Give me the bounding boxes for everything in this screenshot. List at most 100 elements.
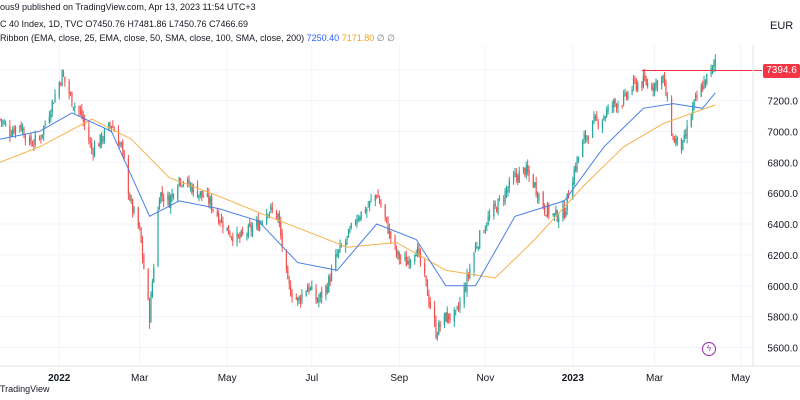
price-axis[interactable]: 5600.0 5800.0 6000.0 6200.0 6400.0 6600.0 6800… (767, 66, 798, 355)
candle-body (287, 266, 289, 280)
candle-body (288, 280, 290, 284)
candle-body (261, 222, 264, 224)
candle-body (385, 217, 388, 220)
candle-body (407, 260, 409, 265)
candle-body (563, 205, 565, 219)
time-axis[interactable]: 2022 Mar May Jul Sep Nov 2023 Mar May (48, 373, 750, 384)
candle-body (122, 141, 124, 150)
currency-label[interactable]: EUR (770, 20, 794, 32)
candle-body (127, 158, 129, 194)
candle-body (91, 143, 93, 150)
candle-body (301, 293, 303, 302)
candle-body (661, 76, 663, 87)
candle-body (424, 263, 426, 274)
candle-body (711, 65, 714, 70)
candle-body (388, 229, 391, 234)
candle-body (103, 130, 106, 142)
candle-body (167, 194, 169, 200)
candle-body (486, 225, 488, 227)
candle-body (553, 213, 556, 216)
ribbon-label[interactable]: Ribbon (EMA, close, 25, EMA, close, 50, … (0, 33, 305, 43)
candle-body (50, 113, 52, 119)
ribbon-value-sma100: ∅ (376, 33, 385, 43)
time-tick-label: Jul (305, 373, 318, 384)
candle-body (51, 100, 53, 113)
candle-body (209, 197, 211, 205)
candle-body (306, 287, 309, 292)
candle-body (464, 287, 467, 291)
symbol-name[interactable]: C 40 Index, 1D, TVC (0, 19, 83, 29)
candle-body (308, 285, 310, 292)
candle-body (376, 195, 378, 197)
candle-body (575, 166, 577, 170)
ohlc-values: O7450.76 H7481.86 L7450.76 C7466.69 (85, 19, 249, 29)
candle-body (21, 128, 24, 131)
candle-body (484, 228, 486, 231)
candle-body (191, 184, 193, 194)
candle-body (9, 125, 11, 136)
candle-body (168, 195, 170, 208)
ribbon-legend: Ribbon (EMA, close, 25, EMA, close, 50, … (0, 33, 395, 44)
time-tick-label: Mar (131, 373, 149, 384)
candle-body (98, 144, 100, 147)
candle-body (309, 287, 311, 291)
candle-body (702, 86, 704, 90)
candle-body (58, 82, 60, 97)
time-tick-label: Sep (390, 373, 408, 384)
candle-body (181, 185, 183, 187)
publish-info: ous9 published on TradingView.com, Apr 1… (0, 2, 256, 12)
time-tick-label: 2023 (562, 373, 585, 384)
candle-body (455, 309, 457, 311)
time-tick-label: 2022 (48, 373, 71, 384)
candle-body (377, 195, 379, 198)
candle-body (19, 125, 21, 128)
candle-body (0, 119, 3, 122)
candle-body (305, 290, 307, 296)
candle-body (584, 132, 587, 139)
candle-body (208, 193, 210, 204)
candle-body (172, 194, 175, 198)
candle-body (493, 204, 495, 217)
candle-body (398, 252, 400, 260)
candle-body (219, 221, 221, 223)
candle-body (61, 70, 63, 87)
candle-body (123, 150, 125, 160)
candle-body (196, 185, 199, 198)
candle-body (295, 297, 297, 300)
candle-body (654, 83, 656, 93)
candle-body (141, 240, 144, 258)
candle-body (544, 206, 546, 214)
candle-body (319, 292, 321, 298)
candle-body (229, 234, 231, 237)
candle-body (615, 104, 618, 109)
time-tick-label: May (218, 373, 237, 384)
candle-body (408, 260, 410, 266)
candle-body (38, 137, 41, 139)
candle-body (364, 209, 367, 213)
candle-body (246, 234, 248, 236)
candle-body (378, 197, 381, 204)
candle-body (380, 202, 382, 207)
candle-body (496, 207, 498, 213)
ribbon-value-ema25: 7250.40 (306, 33, 340, 43)
candle-body (247, 225, 249, 237)
ema-50-line (0, 104, 716, 279)
candle-body (271, 207, 273, 211)
candle-body (239, 235, 241, 239)
candle-body (686, 125, 688, 138)
candle-body (102, 139, 104, 142)
candle-body (665, 81, 667, 97)
candle-body (2, 121, 4, 123)
candle-body (446, 312, 448, 323)
candle-body (62, 72, 65, 77)
candle-body (556, 210, 558, 222)
candle-body (202, 195, 204, 198)
candle-body (457, 307, 460, 309)
candle-body (635, 81, 637, 90)
candle-body (14, 126, 17, 134)
candle-body (285, 249, 288, 270)
candle-body (555, 209, 557, 215)
candle-body (692, 105, 694, 115)
flash-icon[interactable]: ϟ (702, 342, 716, 356)
